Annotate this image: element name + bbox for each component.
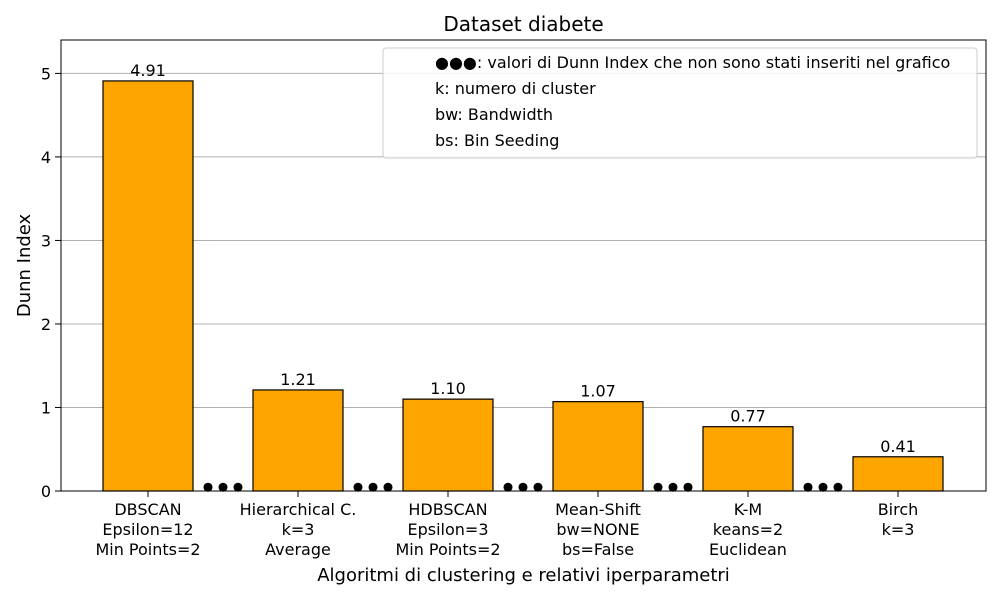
x-tick-label: HDBSCAN Epsilon=3 Min Points=2 xyxy=(395,500,500,559)
chart-title: Dataset diabete xyxy=(443,12,603,36)
x-tick-label-line: Epsilon=12 xyxy=(102,520,193,539)
x-tick-label-line: k=3 xyxy=(882,520,915,539)
y-tick-label: 2 xyxy=(41,315,51,334)
x-tick-label-line: bs=False xyxy=(562,540,634,559)
bar-value-label: 1.21 xyxy=(280,370,316,389)
ellipsis-dot xyxy=(518,482,528,492)
legend: ●●●: valori di Dunn Index che non sono s… xyxy=(382,47,978,159)
x-tick-label-line: keans=2 xyxy=(713,520,783,539)
y-axis: 0 1 2 3 4 5 xyxy=(41,64,61,501)
legend-box xyxy=(382,47,978,159)
ellipsis-dot xyxy=(833,482,843,492)
legend-entry-bw: bw: Bandwidth xyxy=(435,105,553,124)
x-tick-label-line: k=3 xyxy=(282,520,315,539)
bars-layer: 4.91 1.21 1.10 1.07 0.77 0.41 xyxy=(102,61,944,492)
x-tick-label: Mean-Shift bw=NONE bs=False xyxy=(555,500,641,559)
x-tick-label: Birch k=3 xyxy=(878,500,919,539)
x-axis-title: Algoritmi di clustering e relativi iperp… xyxy=(317,565,730,586)
ellipsis-dot xyxy=(203,482,213,492)
ellipsis-dot xyxy=(353,482,363,492)
legend-entry-dots: ●●●: valori di Dunn Index che non sono s… xyxy=(435,53,950,72)
bar-value-label: 0.41 xyxy=(880,437,916,456)
bar xyxy=(852,456,944,492)
plot-frame xyxy=(60,39,987,492)
y-tick-label: 5 xyxy=(41,64,51,83)
ellipsis-dot xyxy=(653,482,663,492)
ellipsis-dot xyxy=(668,482,678,492)
bar-value-label: 4.91 xyxy=(130,61,166,80)
x-tick-label-line: bw=NONE xyxy=(556,520,639,539)
ellipsis-dot xyxy=(818,482,828,492)
x-tick-label-line: HDBSCAN xyxy=(408,500,487,519)
y-tick-label: 1 xyxy=(41,398,51,417)
ellipsis-dot xyxy=(383,482,393,492)
bar xyxy=(702,426,794,492)
x-tick-label: DBSCAN Epsilon=12 Min Points=2 xyxy=(95,500,200,559)
bar xyxy=(252,389,344,492)
legend-entry-k: k: numero di cluster xyxy=(435,79,596,98)
ellipsis-dot xyxy=(503,482,513,492)
legend-entry-bs: bs: Bin Seeding xyxy=(435,131,559,150)
bar-value-label: 0.77 xyxy=(730,407,766,426)
x-tick-label-line: Birch xyxy=(878,500,919,519)
x-tick-label-line: Min Points=2 xyxy=(95,540,200,559)
ellipsis-dot xyxy=(368,482,378,492)
bar xyxy=(552,401,644,492)
ellipsis-dot xyxy=(683,482,693,492)
ellipsis-dots-layer xyxy=(203,482,843,492)
x-tick-label-line: K-M xyxy=(734,500,762,519)
x-tick-label-line: Euclidean xyxy=(709,540,787,559)
y-tick-label: 0 xyxy=(41,482,51,501)
x-tick-label: K-M keans=2 Euclidean xyxy=(709,500,787,559)
ellipsis-dot xyxy=(218,482,228,492)
ellipsis-dot xyxy=(533,482,543,492)
bar xyxy=(102,80,194,492)
x-axis: DBSCAN Epsilon=12 Min Points=2Hierarchical… xyxy=(95,491,918,559)
y-axis-title: Dunn Index xyxy=(14,213,35,317)
bar-value-label: 1.10 xyxy=(430,379,466,398)
y-tick-label: 3 xyxy=(41,231,51,250)
x-tick-label-line: Mean-Shift xyxy=(555,500,641,519)
ellipsis-dot xyxy=(803,482,813,492)
x-tick-label-line: Average xyxy=(265,540,331,559)
x-tick-label-line: Epsilon=3 xyxy=(407,520,488,539)
x-tick-label-line: Min Points=2 xyxy=(395,540,500,559)
x-tick-label-line: Hierarchical C. xyxy=(240,500,357,519)
y-tick-label: 4 xyxy=(41,148,51,167)
bar xyxy=(402,398,494,492)
x-tick-label-line: DBSCAN xyxy=(114,500,181,519)
bar-value-label: 1.07 xyxy=(580,382,616,401)
ellipsis-dot xyxy=(233,482,243,492)
x-tick-label: Hierarchical C. k=3 Average xyxy=(240,500,357,559)
